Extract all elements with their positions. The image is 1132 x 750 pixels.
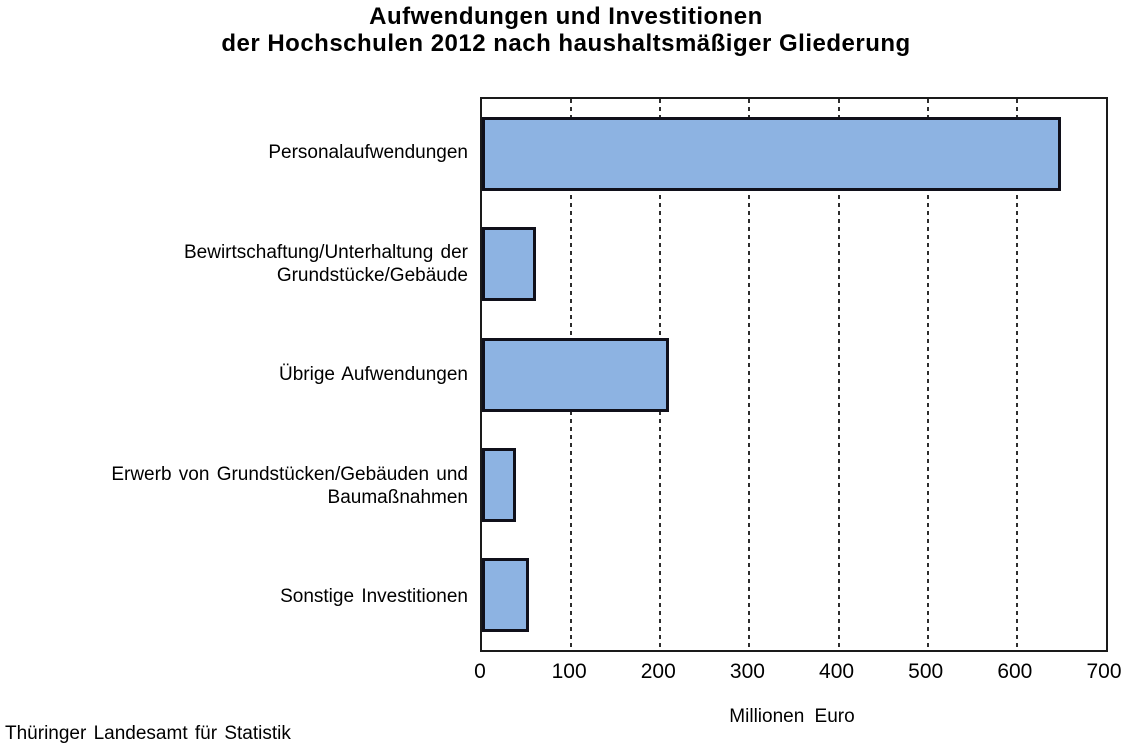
bar-row [482,99,1106,209]
category-label-line: Erwerb von Grundstücken/Gebäuden und [111,463,468,485]
x-tick-label-300: 300 [729,660,765,683]
gridline-300 [748,99,751,650]
category-label: Bewirtschaftung/Unterhaltung der Grundstü… [0,208,468,319]
chart-title-line1: Aufwendungen und Investitionen [369,3,763,30]
category-label-line: Sonstige Investitionen [280,586,468,607]
bar-4 [482,447,516,522]
category-label-line: Bewirtschaftung/Unterhaltung der [184,241,468,263]
bar-row [482,319,1106,429]
x-tick-label-0: 0 [474,660,486,683]
x-axis-label: Millionen Euro [729,706,855,727]
bar-series [482,99,1106,650]
category-label: Personalaufwendungen [0,97,468,208]
category-label: Erwerb von Grundstücken/Gebäuden und Baum… [0,430,468,541]
x-tick-label-200: 200 [640,660,676,683]
category-label-line: Übrige Aufwendungen [279,364,468,385]
category-axis-labels: Personalaufwendungen Bewirtschaftung/Unte… [0,97,468,652]
x-axis-tick-labels: 0 100 200 300 400 500 600 700 [474,660,1121,686]
x-tick-label-500: 500 [908,660,944,683]
x-tick-label-100: 100 [551,660,587,683]
gridline-600 [1015,99,1018,650]
bar-3 [482,337,670,412]
category-label: Übrige Aufwendungen [0,319,468,430]
category-label-line: Grundstücke/Gebäude [276,264,468,286]
bar-row [482,430,1106,540]
bar-5 [482,557,530,632]
x-tick-label-600: 600 [997,660,1033,683]
x-tick-label-400: 400 [819,660,855,683]
bar-2 [482,227,537,302]
bar-1 [482,117,1062,192]
bar-row [482,540,1106,650]
gridline-400 [837,99,840,650]
source-note: Thüringer Landesamt für Statistik [5,723,291,744]
chart-title: Aufwendungen und Investitionen der Hochs… [0,3,1132,57]
category-label: Sonstige Investitionen [0,541,468,652]
x-tick-label-700: 700 [1086,660,1122,683]
plot-area [480,97,1108,652]
category-label-line: Baumaßnahmen [327,486,468,508]
bar-row [482,209,1106,319]
category-label-line: Personalaufwendungen [268,142,468,163]
chart-title-line2: der Hochschulen 2012 nach haushaltsmäßig… [221,30,911,57]
gridline-500 [926,99,929,650]
